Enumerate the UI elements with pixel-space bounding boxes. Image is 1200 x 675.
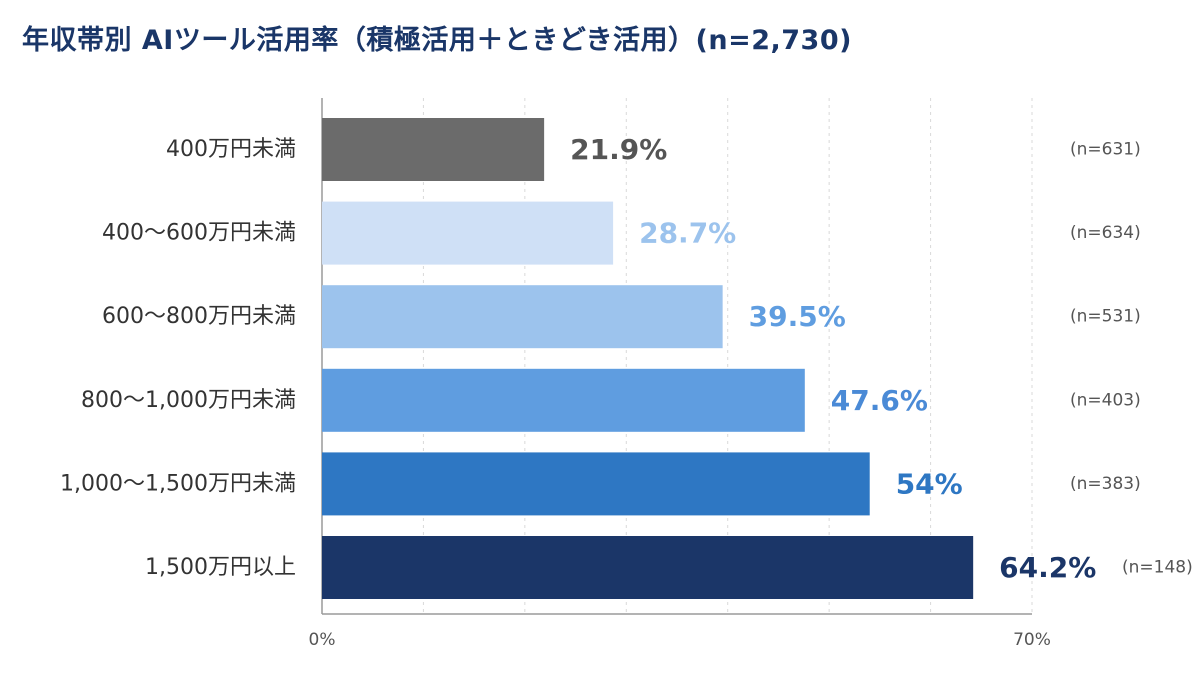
- bar: [322, 285, 723, 349]
- labels: 400万円未満 21.9% (n=631) 400～600万円未満 28.7% (n=63…: [60, 133, 1193, 650]
- n-label: (n=631): [1070, 140, 1141, 160]
- x-tick-label: 70%: [1013, 630, 1051, 650]
- x-tick-label: 0%: [309, 630, 336, 650]
- category-label: 600～800万円未満: [102, 304, 296, 329]
- value-label: 64.2%: [999, 551, 1096, 584]
- category-label: 1,500万円以上: [145, 555, 296, 580]
- bar: [322, 118, 545, 181]
- category-label: 1,000～1,500万円未満: [60, 471, 296, 496]
- chart-title: 年収帯別 AIツール活用率（積極活用＋ときどき活用）(n=2,730): [22, 25, 852, 56]
- bar: [322, 452, 870, 516]
- n-label: (n=148): [1122, 558, 1193, 578]
- bar: [322, 201, 614, 265]
- category-label: 800～1,000万円未満: [81, 388, 296, 413]
- gridlines: [422, 98, 1033, 612]
- value-label: 28.7%: [639, 217, 736, 250]
- n-label: (n=531): [1070, 307, 1141, 327]
- bar: [322, 536, 974, 599]
- value-label: 54%: [896, 467, 963, 500]
- n-label: (n=634): [1070, 223, 1141, 243]
- n-label: (n=403): [1070, 390, 1141, 410]
- bars: [322, 118, 974, 599]
- value-label: 39.5%: [749, 300, 846, 333]
- value-label: 21.9%: [570, 133, 667, 166]
- bar: [322, 368, 805, 432]
- category-label: 400～600万円未満: [102, 221, 296, 246]
- category-label: 400万円未満: [166, 137, 296, 162]
- value-label: 47.6%: [831, 384, 928, 417]
- n-label: (n=383): [1070, 474, 1141, 494]
